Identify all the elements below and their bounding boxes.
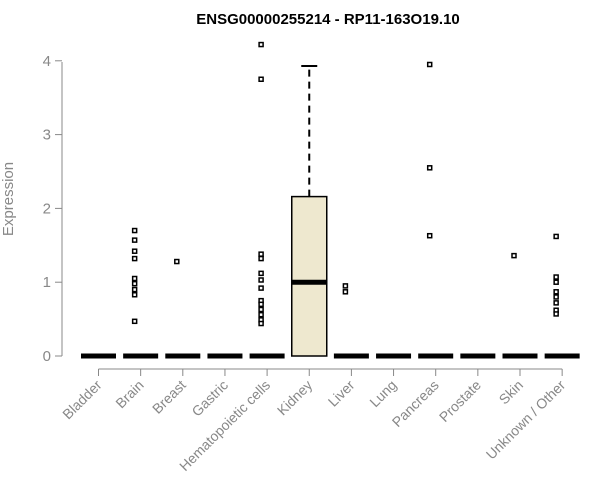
outlier-point — [258, 285, 264, 291]
x-tick-label: Lung — [366, 377, 399, 410]
outlier-point — [258, 277, 264, 283]
outlier-point — [553, 311, 559, 317]
x-tick-label: Prostate — [436, 377, 484, 425]
outlier-point — [131, 275, 138, 282]
box-2 — [165, 258, 201, 359]
y-tick-label-4: 4 — [43, 53, 51, 70]
y-tick-label-1: 1 — [43, 274, 51, 291]
y-tick-label-0: 0 — [43, 348, 51, 365]
x-tick-label: Pancreas — [389, 377, 442, 430]
outlier-point — [426, 61, 433, 68]
x-tick-label: Bladder — [59, 377, 105, 423]
x-tick-label: Unknown / Other — [483, 377, 569, 463]
outlier-point — [258, 320, 264, 327]
outlier-point — [342, 283, 349, 289]
x-tick-label: Breast — [149, 377, 189, 417]
x-tick-label: Liver — [325, 377, 358, 410]
outlier-point — [426, 165, 433, 171]
outlier-point — [258, 76, 264, 82]
outlier-point — [553, 300, 559, 306]
box-4 — [249, 41, 285, 359]
x-tick-label: Brain — [112, 377, 146, 411]
outlier-point — [131, 286, 138, 293]
y-tick-label-2: 2 — [43, 200, 51, 217]
box-11 — [544, 233, 580, 359]
outlier-point — [258, 301, 264, 308]
outlier-point — [258, 311, 264, 318]
outlier-point — [553, 289, 559, 295]
x-tick-label: Kidney — [274, 377, 316, 419]
outlier-point — [131, 237, 138, 243]
outlier-point — [258, 255, 264, 262]
y-axis-label: Expression — [0, 162, 17, 236]
outlier-point — [131, 318, 138, 325]
box-8 — [418, 61, 454, 359]
box-group — [81, 41, 580, 359]
outlier-point — [342, 289, 349, 295]
outlier-point — [258, 306, 264, 313]
outlier-point — [511, 252, 517, 259]
y-tick-label-3: 3 — [43, 127, 51, 144]
outlier-point — [553, 233, 559, 240]
outlier-point — [131, 255, 138, 262]
outlier-point — [258, 41, 264, 48]
outlier-point — [131, 280, 138, 287]
outlier-point — [258, 270, 264, 277]
outlier-point — [553, 294, 559, 300]
outlier-point — [131, 227, 138, 234]
outlier-point — [174, 258, 180, 265]
outlier-point — [553, 274, 559, 280]
chart-title: ENSG00000255214 - RP11-163O19.10 — [196, 11, 460, 28]
box-1 — [123, 227, 159, 359]
x-tick-label: Skin — [496, 377, 527, 408]
outlier-point — [131, 248, 138, 254]
box-10 — [502, 252, 538, 359]
box-5 — [291, 64, 328, 357]
box-6 — [333, 283, 369, 359]
outlier-point — [131, 291, 138, 298]
box-iqr — [291, 195, 328, 357]
outlier-point — [258, 251, 264, 257]
outlier-point — [426, 232, 433, 239]
outlier-point — [553, 279, 559, 285]
